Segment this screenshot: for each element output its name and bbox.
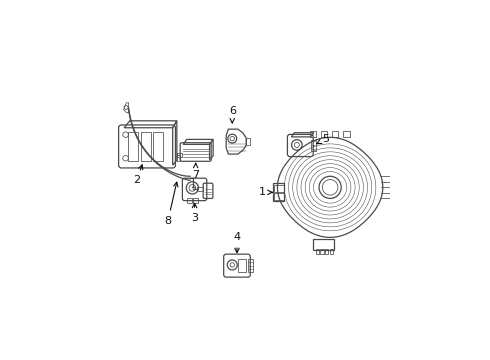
Bar [197,187,203,191]
Bar [392,192,397,196]
Text: 1: 1 [259,187,272,197]
Text: 8: 8 [165,182,178,226]
Text: 2: 2 [133,165,143,185]
Bar [332,131,339,138]
Bar [194,198,198,203]
Bar [274,185,284,192]
Bar [314,239,334,250]
Bar [311,140,316,151]
Bar [141,132,150,161]
Bar [325,249,328,254]
Bar [392,187,397,190]
Bar [128,132,138,161]
Bar [392,203,397,207]
Text: 5: 5 [317,134,329,144]
Text: 7: 7 [192,163,199,180]
Bar [330,249,333,254]
Bar [343,131,349,138]
Bar [392,198,397,201]
Bar [321,131,327,138]
Bar [246,138,250,145]
Bar [274,193,284,200]
Bar [273,183,284,201]
Bar [316,249,319,254]
Bar [187,198,193,203]
Bar [238,260,245,272]
Bar [153,132,163,161]
Text: 4: 4 [233,232,241,253]
Bar [320,249,324,254]
Bar [392,181,397,185]
Bar [310,131,316,138]
Bar [248,260,253,272]
Text: 3: 3 [191,203,198,223]
Bar [177,155,180,161]
Text: 6: 6 [229,106,236,123]
